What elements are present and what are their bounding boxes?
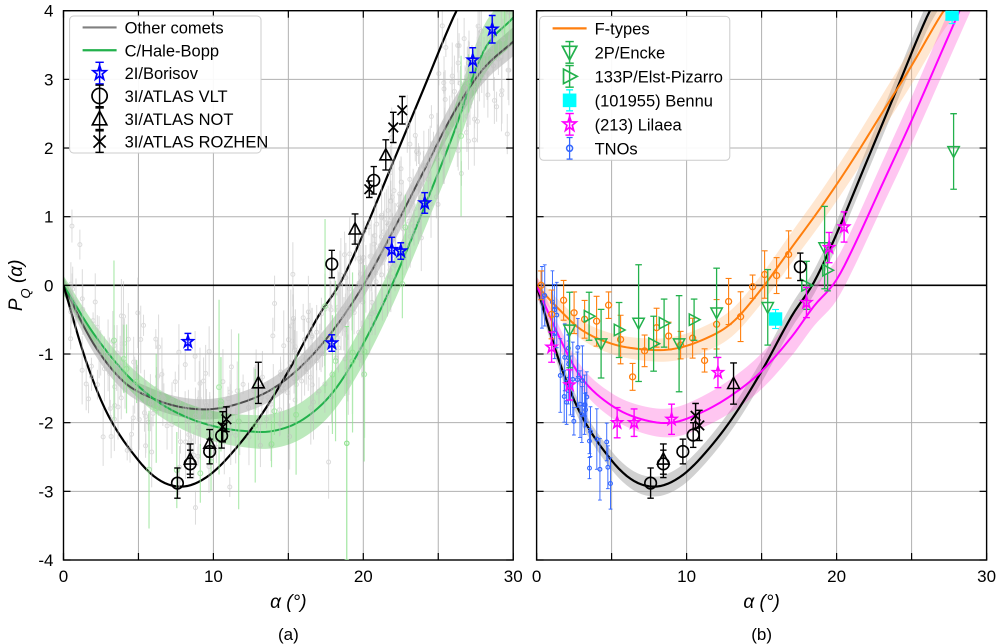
svg-text:-2: -2	[38, 414, 53, 433]
svg-text:(a): (a)	[278, 625, 299, 644]
svg-text:-1: -1	[38, 345, 53, 364]
svg-text:10: 10	[204, 567, 223, 586]
svg-text:2P/Encke: 2P/Encke	[595, 44, 666, 62]
svg-text:(b): (b)	[751, 625, 772, 644]
svg-text:α (°): α (°)	[270, 592, 306, 613]
svg-text:3I/ATLAS NOT: 3I/ATLAS NOT	[125, 111, 234, 129]
svg-text:0: 0	[44, 276, 53, 295]
svg-text:0: 0	[532, 567, 541, 586]
svg-text:3I/ATLAS VLT: 3I/ATLAS VLT	[125, 88, 228, 106]
svg-text:30: 30	[977, 567, 996, 586]
svg-text:20: 20	[354, 567, 373, 586]
svg-text:F-types: F-types	[595, 20, 650, 38]
svg-text:1: 1	[44, 208, 53, 227]
svg-text:133P/Elst-Pizarro: 133P/Elst-Pizarro	[595, 68, 723, 86]
svg-text:Other comets: Other comets	[125, 19, 224, 37]
svg-text:0: 0	[59, 567, 68, 586]
svg-text:3I/ATLAS ROZHEN: 3I/ATLAS ROZHEN	[125, 134, 269, 152]
svg-text:10: 10	[677, 567, 696, 586]
svg-text:α (°): α (°)	[743, 592, 779, 613]
svg-text:(213) Lilaea: (213) Lilaea	[595, 116, 683, 134]
svg-text:-4: -4	[38, 551, 53, 570]
svg-text:-3: -3	[38, 482, 53, 501]
svg-text:20: 20	[827, 567, 846, 586]
svg-text:2I/Borisov: 2I/Borisov	[125, 65, 199, 83]
svg-text:3: 3	[44, 70, 53, 89]
svg-text:TNOs: TNOs	[595, 140, 638, 158]
svg-text:30: 30	[504, 567, 523, 586]
svg-text:2: 2	[44, 139, 53, 158]
svg-text:4: 4	[44, 2, 53, 21]
svg-text:C/Hale-Bopp: C/Hale-Bopp	[125, 42, 219, 60]
svg-text:(101955) Bennu: (101955) Bennu	[595, 92, 713, 110]
